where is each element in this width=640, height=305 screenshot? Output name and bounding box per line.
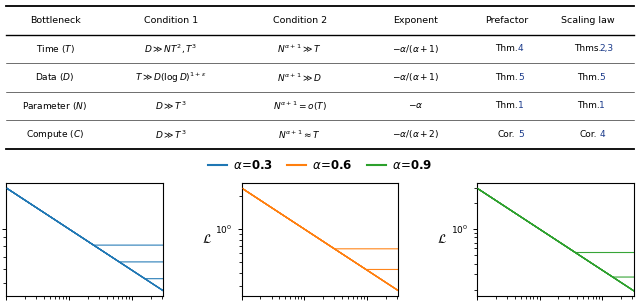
Text: Thm.: Thm. (577, 101, 600, 110)
Text: 5: 5 (600, 73, 605, 82)
Text: Time $(T)$: Time $(T)$ (35, 43, 74, 55)
Text: Cor.: Cor. (498, 130, 515, 139)
Text: Thm.: Thm. (577, 73, 600, 82)
Text: $N^{\alpha+1} \approx T$: $N^{\alpha+1} \approx T$ (278, 128, 321, 141)
Text: Bottleneck: Bottleneck (29, 16, 81, 25)
Text: $T \gg D(\log D)^{1+\epsilon}$: $T \gg D(\log D)^{1+\epsilon}$ (135, 70, 207, 84)
Text: 5: 5 (518, 130, 524, 139)
Text: 1: 1 (518, 101, 524, 110)
Text: 4: 4 (600, 130, 605, 139)
Text: $D \gg NT^2, T^3$: $D \gg NT^2, T^3$ (145, 42, 198, 56)
Text: $N^{\alpha+1} \gg T$: $N^{\alpha+1} \gg T$ (277, 43, 322, 55)
Text: Thms.: Thms. (575, 44, 602, 53)
Text: $-\alpha$: $-\alpha$ (408, 101, 423, 110)
Text: Scaling law: Scaling law (561, 16, 615, 25)
Y-axis label: $\mathcal{L}$: $\mathcal{L}$ (437, 233, 447, 246)
Text: Parameter $(N)$: Parameter $(N)$ (22, 100, 88, 112)
Text: $D \gg T^3$: $D \gg T^3$ (156, 100, 187, 112)
Text: $N^{\alpha+1} \gg D$: $N^{\alpha+1} \gg D$ (277, 71, 322, 84)
Y-axis label: $\mathcal{L}$: $\mathcal{L}$ (202, 233, 212, 246)
Text: 4: 4 (518, 44, 524, 53)
Text: $D \gg T^3$: $D \gg T^3$ (156, 128, 187, 141)
Text: Condition 1: Condition 1 (144, 16, 198, 25)
Text: Thm.: Thm. (495, 101, 518, 110)
Text: Data $(D)$: Data $(D)$ (35, 71, 75, 83)
Text: $-\alpha/(\alpha+1)$: $-\alpha/(\alpha+1)$ (392, 43, 440, 55)
Text: $N^{\alpha+1} = o(T)$: $N^{\alpha+1} = o(T)$ (273, 99, 326, 113)
Legend: $\alpha\!=\!\mathbf{0.3}$, $\alpha\!=\!\mathbf{0.6}$, $\alpha\!=\!\mathbf{0.9}$: $\alpha\!=\!\mathbf{0.3}$, $\alpha\!=\!\… (204, 155, 436, 177)
Text: Prefactor: Prefactor (485, 16, 528, 25)
Text: Compute $(C)$: Compute $(C)$ (26, 128, 84, 141)
Text: Exponent: Exponent (393, 16, 438, 25)
Text: Condition 2: Condition 2 (273, 16, 326, 25)
Text: 1: 1 (600, 101, 605, 110)
Text: 2,3: 2,3 (600, 44, 614, 53)
Text: 5: 5 (518, 73, 524, 82)
Text: Thm.: Thm. (495, 44, 518, 53)
Text: $-\alpha/(\alpha+1)$: $-\alpha/(\alpha+1)$ (392, 71, 440, 83)
Text: Cor.: Cor. (579, 130, 597, 139)
Text: Thm.: Thm. (495, 73, 518, 82)
Text: $-\alpha/(\alpha+2)$: $-\alpha/(\alpha+2)$ (392, 128, 440, 140)
